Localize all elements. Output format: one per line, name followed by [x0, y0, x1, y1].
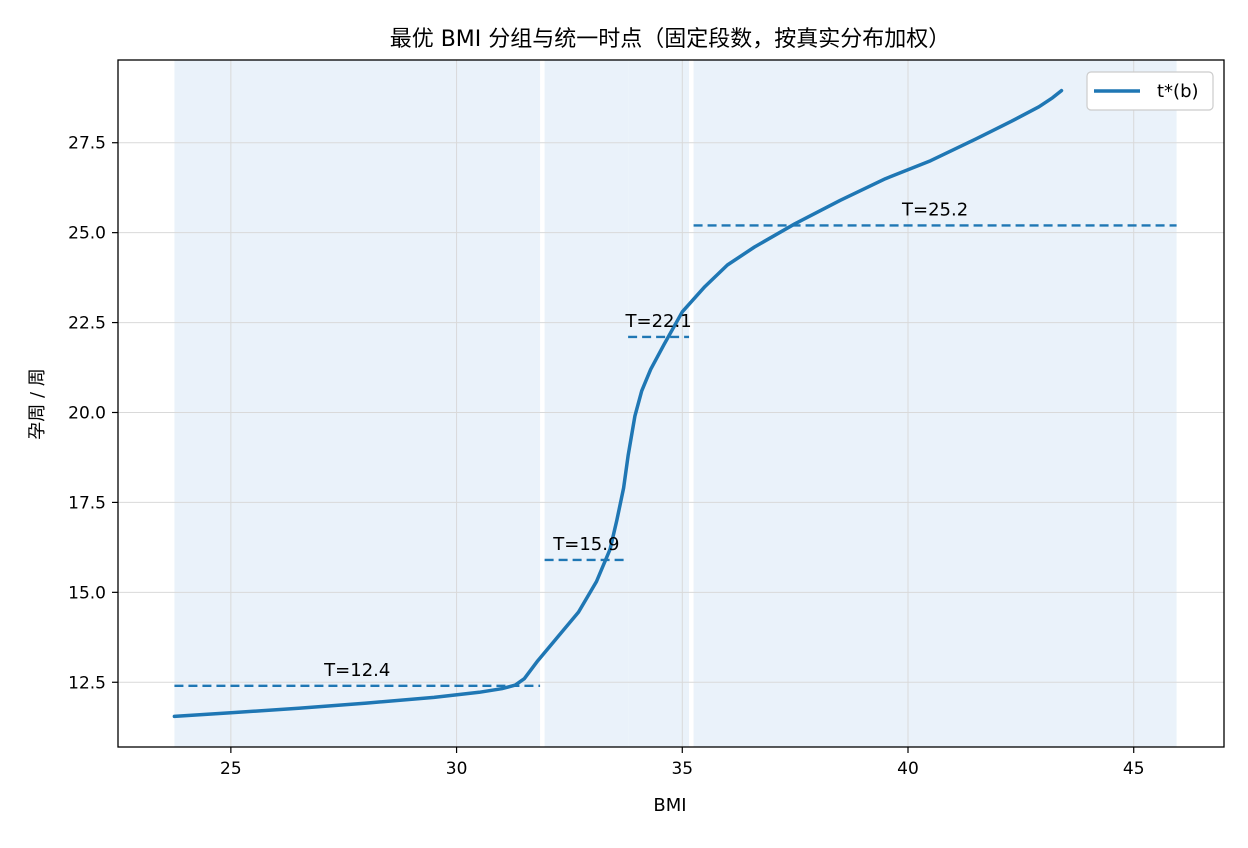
x-tick-label: 35: [671, 759, 693, 779]
grid-lines: [118, 60, 1224, 747]
segment-band-1: [174, 60, 541, 747]
y-axis: 12.5 15.0 17.5 20.0 22.5 25.0 27.5: [68, 134, 118, 693]
x-axis: 25 30 35 40 45: [220, 747, 1145, 779]
series-line-1: [172, 88, 1064, 719]
segment-band-2: [544, 60, 629, 747]
y-tick-label: 25.0: [68, 224, 106, 244]
segment-annotations: T=12.4 T=15.9 T=22.1 T=25.2: [323, 199, 968, 680]
y-tick-label: 27.5: [68, 134, 106, 154]
series-layer: [172, 88, 1064, 719]
segment-bands: [174, 60, 1177, 747]
x-tick-label: 25: [220, 759, 242, 779]
y-tick-label: 17.5: [68, 493, 106, 513]
y-tick-label: 12.5: [68, 673, 106, 693]
y-axis-label: 孕周 / 周: [27, 368, 48, 440]
legend-box: [1086, 71, 1214, 111]
x-axis-label: BMI: [653, 795, 686, 816]
x-tick-label: 30: [446, 759, 468, 779]
chart-title: 最优 BMI 分组与统一时点（固定段数，按真实分布加权）: [390, 27, 951, 52]
segment-band-4: [693, 60, 1177, 747]
x-tick-label: 40: [897, 759, 919, 779]
segment-label-3: T=22.1: [625, 311, 692, 332]
segment-label-1: T=12.4: [323, 660, 390, 681]
segment-label-2: T=15.9: [552, 534, 619, 555]
y-tick-label: 15.0: [68, 583, 106, 603]
y-tick-label: 20.0: [68, 403, 106, 423]
y-tick-label: 22.5: [68, 314, 106, 334]
segment-lines: [174, 224, 1177, 688]
legend: t*(b): [1086, 71, 1214, 111]
x-tick-label: 45: [1123, 759, 1145, 779]
legend-entry-label: t*(b): [1157, 81, 1199, 102]
plot-frame: [117, 59, 1225, 748]
segment-label-4: T=25.2: [901, 199, 968, 220]
